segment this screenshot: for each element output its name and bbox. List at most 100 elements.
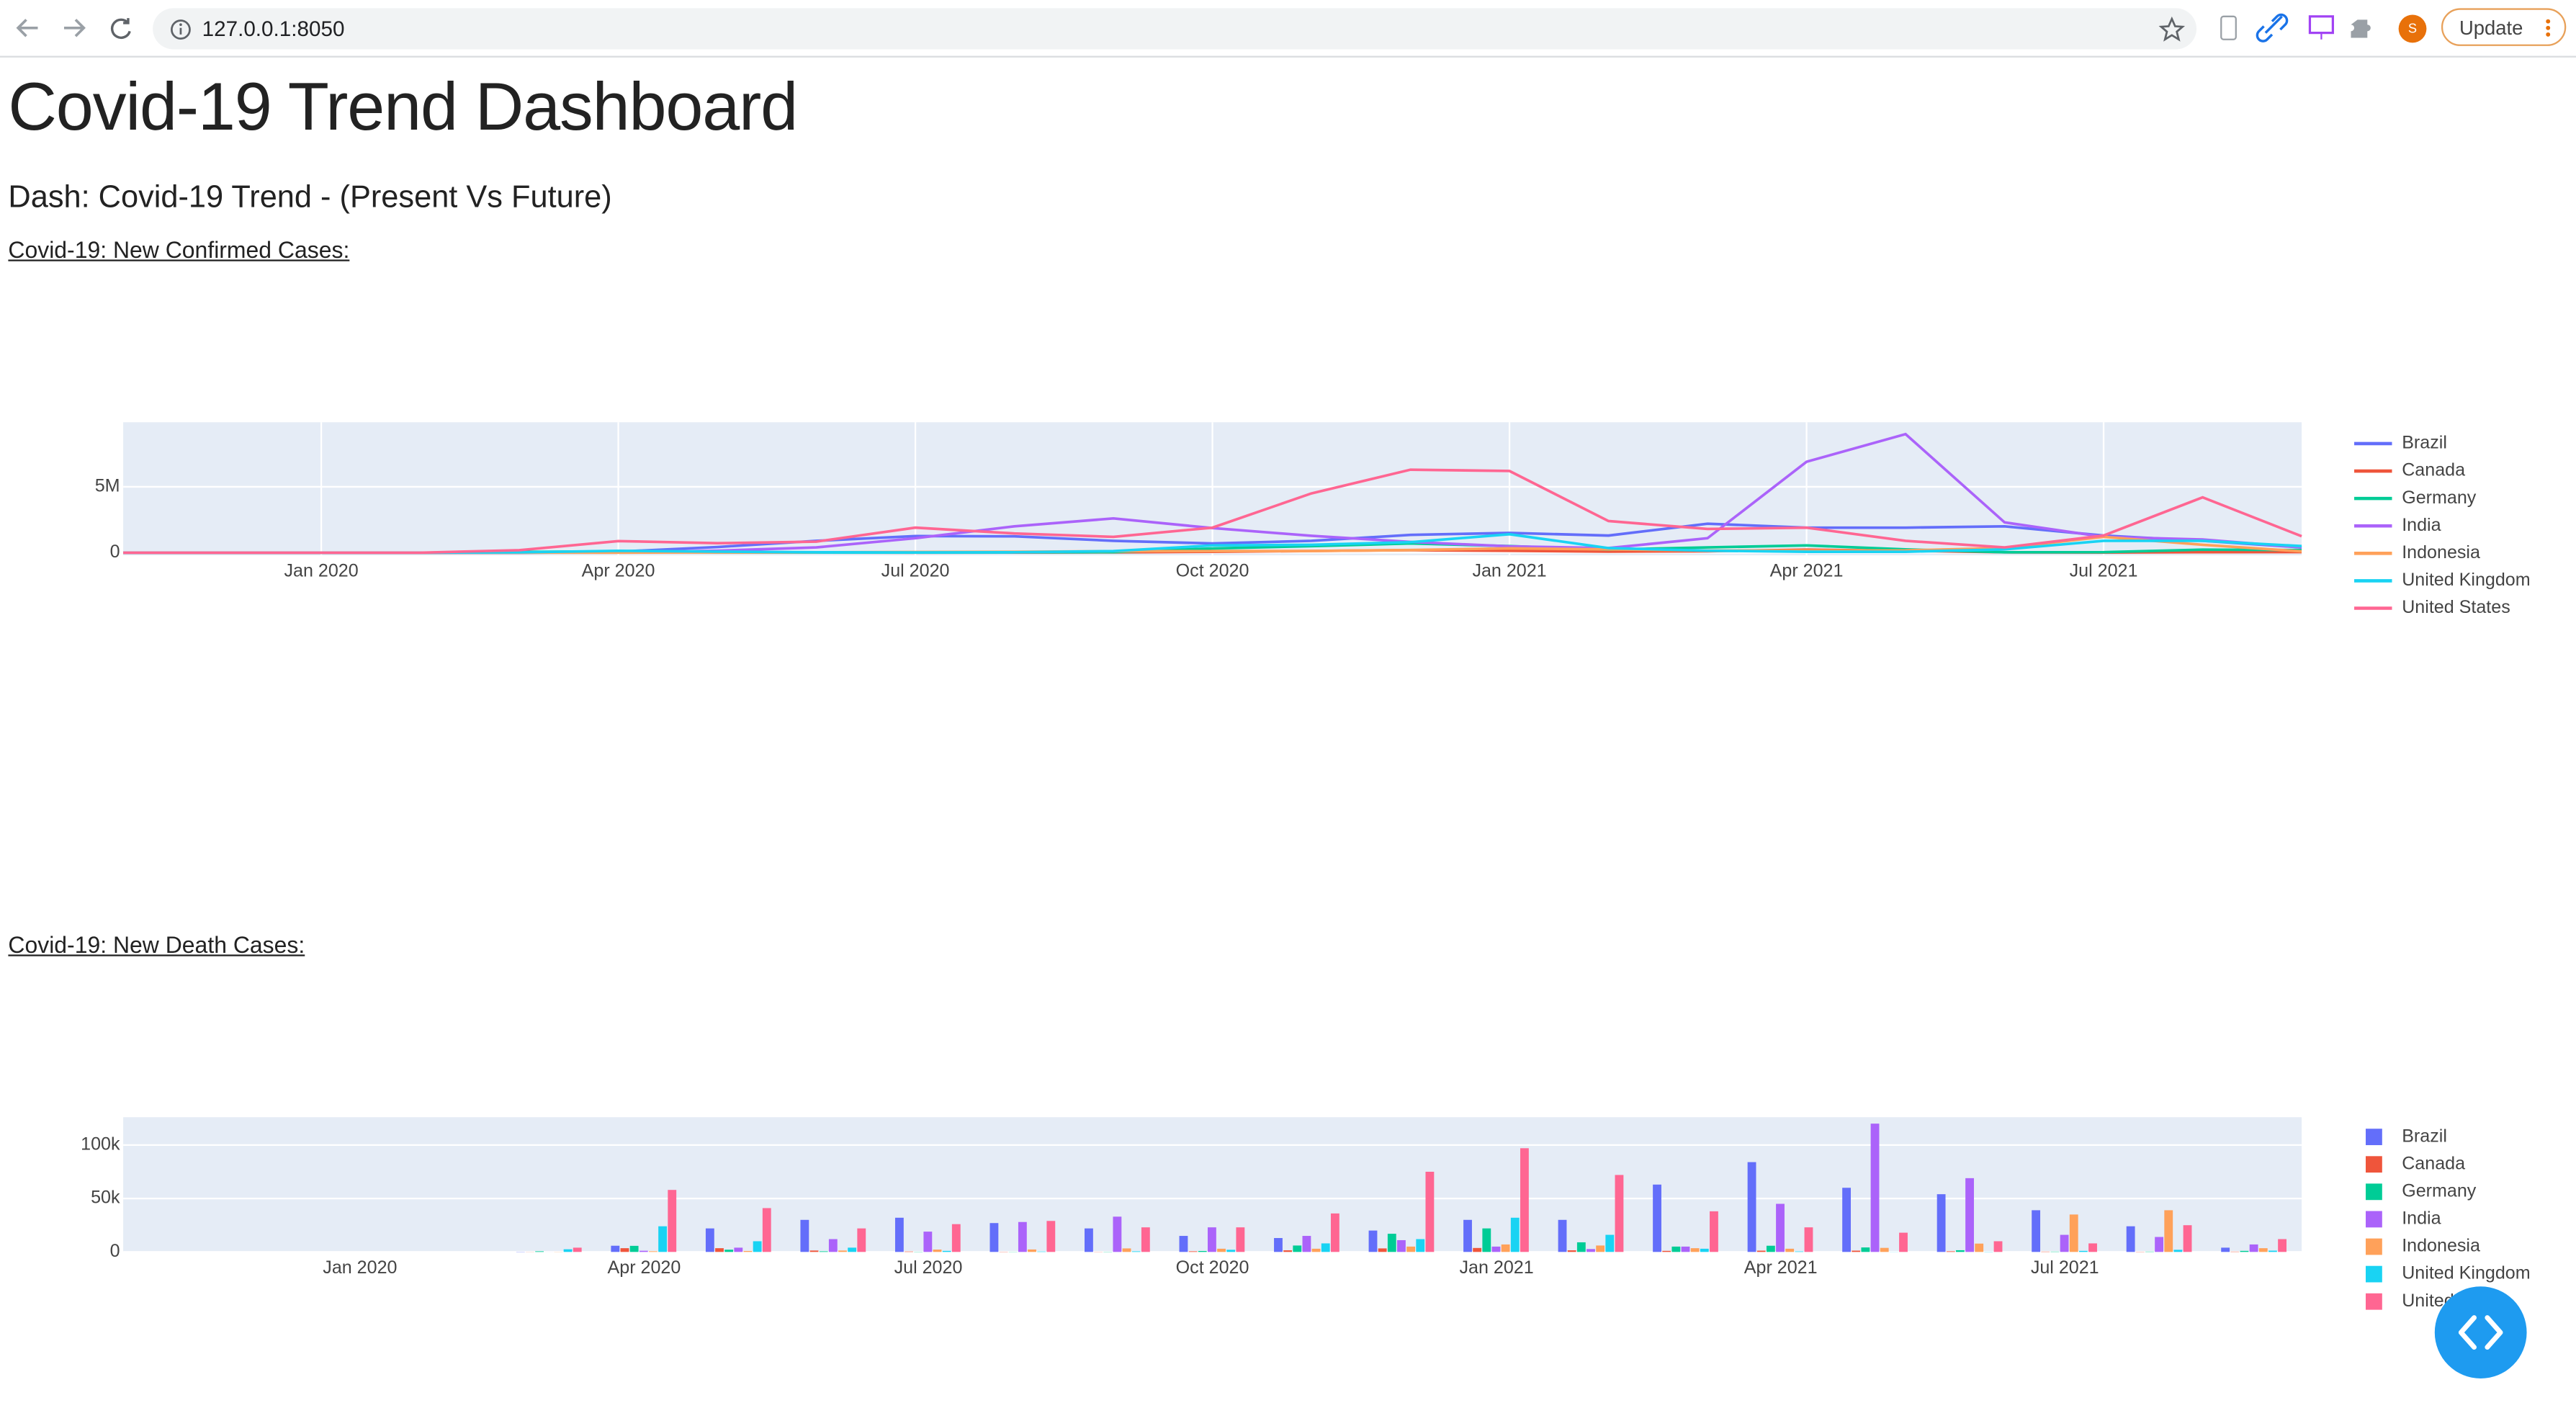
bar (573, 1247, 582, 1252)
line-series (123, 468, 2302, 555)
address-bar[interactable]: 127.0.0.1:8050 (153, 8, 2197, 50)
bookmark-star[interactable] (2158, 16, 2186, 43)
legend-swatch (2366, 1183, 2382, 1201)
x-tick-label: Jan 2021 (1472, 561, 1546, 581)
bar (2183, 1225, 2192, 1252)
bar (1605, 1234, 1615, 1252)
bar (848, 1247, 857, 1252)
bar (620, 1248, 629, 1252)
extension-icons[interactable] (2209, 0, 2407, 56)
legend-label: Indonesia (2402, 542, 2480, 562)
x-tick-label: Jul 2020 (894, 1257, 963, 1278)
legend-label: Brazil (2402, 433, 2447, 453)
bar (1018, 1221, 1027, 1252)
bar (1681, 1246, 1690, 1252)
update-button[interactable]: Update (2441, 8, 2567, 46)
bar (1378, 1248, 1387, 1252)
forward-button[interactable] (63, 19, 86, 37)
bar (1700, 1248, 1709, 1252)
bar (649, 1251, 658, 1252)
bar (1870, 1124, 1880, 1252)
reload-button[interactable] (110, 18, 131, 40)
x-tick-label: Apr 2021 (1744, 1257, 1818, 1278)
y-tick-label: 0 (110, 1241, 120, 1261)
bar (1321, 1243, 1330, 1252)
legend-label: United States (2402, 597, 2510, 617)
browser-toolbar: 127.0.0.1:8050 S Update (0, 0, 2576, 58)
bar (1491, 1246, 1501, 1252)
bar (1567, 1250, 1576, 1252)
legend-swatch (2366, 1129, 2382, 1146)
section-label: Covid-19: New Confirmed Cases: (8, 236, 350, 264)
bar (629, 1245, 639, 1252)
bar (734, 1247, 743, 1252)
section-label: Covid-19: New Death Cases: (8, 931, 305, 958)
bar (1302, 1236, 1311, 1252)
bar (535, 1251, 544, 1252)
bar (1226, 1250, 1236, 1252)
bar (1141, 1227, 1150, 1252)
bar (1046, 1221, 1056, 1252)
bar (1653, 1184, 1661, 1252)
bar (1852, 1250, 1861, 1252)
y-tick-label: 5M (95, 476, 120, 496)
menu-dots (2546, 19, 2551, 37)
update-label: Update (2459, 16, 2523, 40)
bar (2078, 1250, 2088, 1252)
site-info-icon[interactable] (169, 18, 192, 41)
legend-label: India (2402, 1208, 2441, 1229)
bar (894, 1217, 904, 1252)
bar (1406, 1246, 1416, 1252)
bar (1274, 1238, 1283, 1252)
legend-swatch (2366, 1265, 2382, 1283)
x-tick-label: Jul 2021 (2031, 1257, 2099, 1278)
bar (1283, 1250, 1293, 1252)
legend-label: Canada (2402, 1153, 2465, 1173)
bar (1975, 1243, 1984, 1252)
page-title: Covid-19 Trend Dashboard (8, 68, 798, 145)
bar (611, 1245, 620, 1252)
bar (1861, 1247, 1870, 1252)
x-tick-label: Apr 2020 (582, 561, 655, 581)
bar (2278, 1239, 2286, 1252)
bar (2126, 1226, 2135, 1252)
bar (715, 1248, 724, 1252)
bar (668, 1190, 677, 1252)
bar (1842, 1188, 1852, 1252)
y-tick-label: 50k (91, 1188, 120, 1208)
bar (1397, 1239, 1406, 1252)
bar (1937, 1194, 1946, 1252)
bar (1425, 1171, 1435, 1252)
bar (1558, 1219, 1567, 1252)
bar (753, 1241, 762, 1252)
dev-tools-button[interactable] (2431, 1283, 2530, 1382)
bar (1662, 1250, 1671, 1252)
bar (2088, 1243, 2097, 1252)
legend-label: Brazil (2402, 1126, 2447, 1146)
x-tick-label: Jan 2020 (284, 561, 358, 581)
back-button[interactable] (16, 19, 38, 37)
x-tick-label: Jan 2020 (323, 1257, 397, 1278)
bar (1766, 1245, 1775, 1252)
bar (1482, 1228, 1491, 1252)
legend-label: United Kingdom (2402, 570, 2530, 590)
bar (838, 1250, 847, 1252)
bar (1785, 1248, 1795, 1252)
bar (1416, 1239, 1425, 1252)
bar (1596, 1245, 1605, 1252)
x-tick-label: Oct 2020 (1176, 561, 1249, 581)
profile-avatar[interactable]: S (2398, 14, 2427, 43)
x-tick-label: Jul 2020 (881, 561, 950, 581)
nav-buttons[interactable] (0, 0, 148, 56)
legend-label: Germany (2402, 1180, 2477, 1201)
bar (1955, 1250, 1965, 1252)
bar (1473, 1247, 1482, 1252)
legend-swatch (2366, 1211, 2382, 1228)
bar (1520, 1148, 1529, 1252)
bar (1122, 1248, 1131, 1252)
bar (705, 1228, 714, 1252)
x-tick-label: Jul 2021 (2070, 561, 2138, 581)
y-tick-label: 100k (81, 1134, 120, 1154)
bar (1510, 1217, 1520, 1252)
